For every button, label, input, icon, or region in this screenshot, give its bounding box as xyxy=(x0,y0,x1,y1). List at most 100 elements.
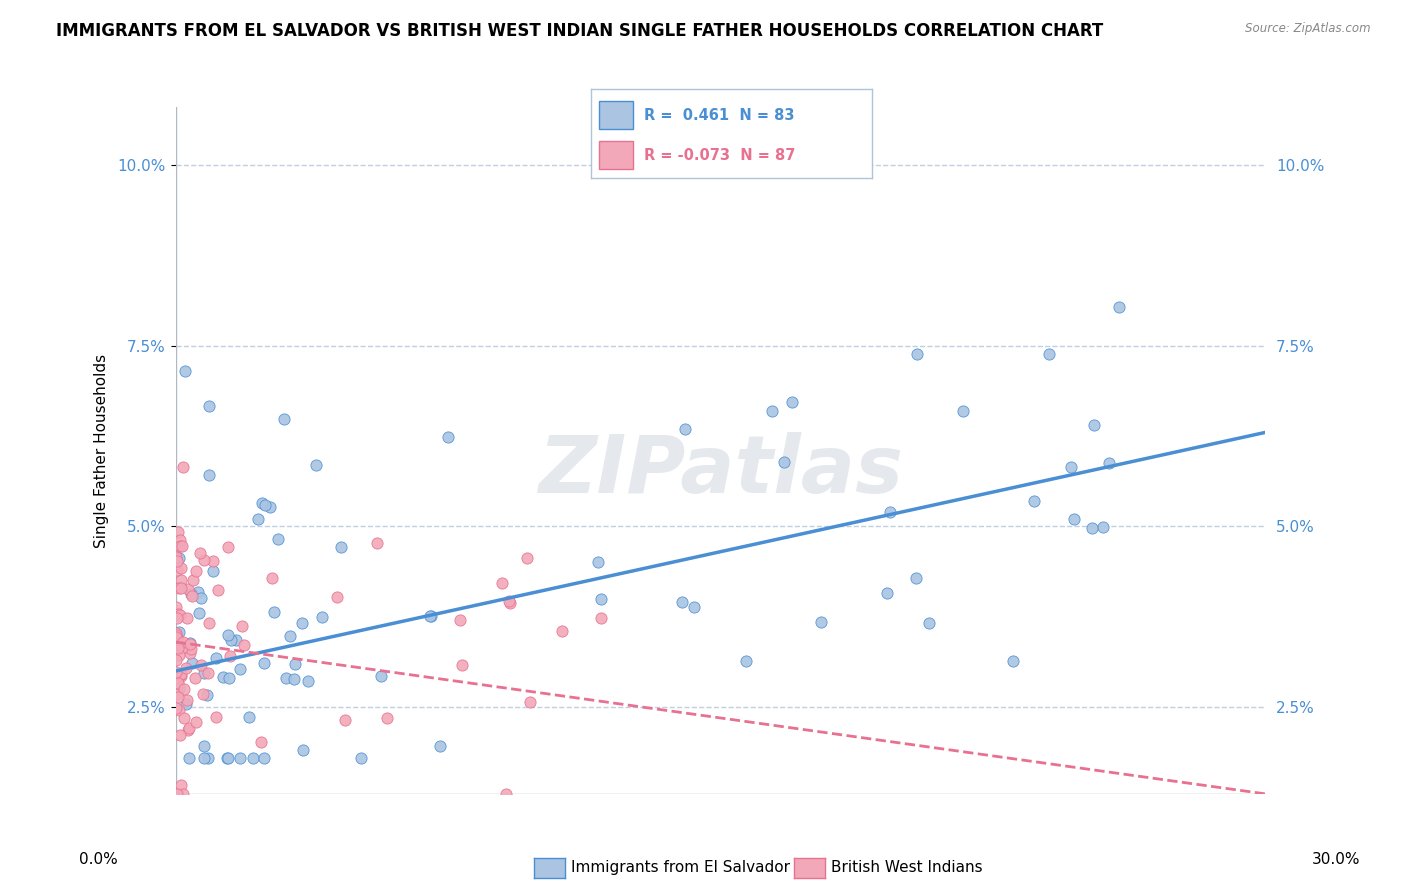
Point xyxy=(169,625,191,640)
Point xyxy=(219,632,242,647)
Point xyxy=(166,787,188,801)
Point xyxy=(166,690,188,704)
Point xyxy=(671,595,693,609)
Point xyxy=(242,750,264,764)
Point xyxy=(311,609,333,624)
Point xyxy=(180,587,202,601)
Text: ZIPatlas: ZIPatlas xyxy=(538,432,903,510)
Y-axis label: Single Father Households: Single Father Households xyxy=(94,353,108,548)
Point xyxy=(291,616,314,631)
Point xyxy=(167,524,190,539)
Point xyxy=(166,611,188,625)
Point xyxy=(350,750,373,764)
Point xyxy=(675,422,697,436)
Text: 30.0%: 30.0% xyxy=(1312,852,1360,867)
Point xyxy=(276,672,298,686)
Point xyxy=(170,640,193,655)
Point xyxy=(198,399,221,413)
Point xyxy=(165,625,187,640)
Point xyxy=(170,581,193,595)
Point xyxy=(551,624,574,639)
Point xyxy=(217,540,239,554)
Point xyxy=(181,657,204,671)
Point xyxy=(165,665,187,680)
Point xyxy=(167,582,190,596)
Point xyxy=(184,671,207,685)
Point xyxy=(195,688,218,702)
Text: R = -0.073  N = 87: R = -0.073 N = 87 xyxy=(644,148,796,162)
Point xyxy=(165,701,187,715)
Point xyxy=(218,672,240,686)
Point xyxy=(174,363,197,377)
Point xyxy=(166,563,188,577)
Point xyxy=(167,641,190,656)
Point xyxy=(591,592,613,607)
Point xyxy=(187,606,209,620)
Point xyxy=(735,654,758,668)
Point xyxy=(169,608,191,623)
Point xyxy=(499,596,522,610)
Point xyxy=(284,657,307,672)
Text: Immigrants from El Salvador: Immigrants from El Salvador xyxy=(571,861,790,875)
Point xyxy=(904,571,927,585)
Point xyxy=(190,591,212,606)
Point xyxy=(219,649,242,664)
Point xyxy=(167,648,190,662)
Point xyxy=(191,687,214,701)
Point xyxy=(166,631,188,645)
Point xyxy=(1038,347,1060,361)
Point xyxy=(197,750,219,764)
Point xyxy=(176,611,198,625)
Point xyxy=(176,697,198,711)
Point xyxy=(1060,460,1083,475)
Point xyxy=(250,735,273,749)
Point xyxy=(193,750,215,764)
Point xyxy=(166,607,188,621)
Point xyxy=(167,703,190,717)
Point xyxy=(169,668,191,682)
Point xyxy=(419,609,441,624)
Text: Source: ZipAtlas.com: Source: ZipAtlas.com xyxy=(1246,22,1371,36)
Point xyxy=(170,778,193,792)
Point xyxy=(1081,521,1104,535)
Point xyxy=(420,609,443,624)
Point xyxy=(1024,494,1046,508)
Point xyxy=(201,554,224,568)
Point xyxy=(495,787,517,801)
Point xyxy=(184,715,207,730)
Point xyxy=(167,675,190,690)
Point xyxy=(201,564,224,578)
Point xyxy=(254,498,277,512)
Point xyxy=(1083,417,1105,432)
Point xyxy=(193,665,215,680)
Text: IMMIGRANTS FROM EL SALVADOR VS BRITISH WEST INDIAN SINGLE FATHER HOUSEHOLDS CORR: IMMIGRANTS FROM EL SALVADOR VS BRITISH W… xyxy=(56,22,1104,40)
Point xyxy=(229,750,252,764)
Point xyxy=(683,600,706,615)
Point xyxy=(165,628,187,642)
Point xyxy=(212,671,235,685)
Point xyxy=(491,575,513,590)
Point xyxy=(172,787,194,801)
Point xyxy=(761,404,783,418)
Point xyxy=(186,564,208,578)
Point xyxy=(333,714,356,728)
Point xyxy=(1063,512,1085,526)
Point xyxy=(173,681,195,696)
Point xyxy=(451,658,474,673)
Point xyxy=(1092,520,1115,534)
Point xyxy=(207,582,229,597)
Point xyxy=(225,633,247,648)
Point xyxy=(166,687,188,701)
Point xyxy=(169,681,191,695)
Text: R =  0.461  N = 83: R = 0.461 N = 83 xyxy=(644,108,794,122)
Point xyxy=(780,395,803,409)
Point xyxy=(176,693,198,707)
Point xyxy=(589,610,612,624)
Point xyxy=(231,619,253,633)
Point xyxy=(181,573,204,587)
Point xyxy=(879,505,901,519)
Point xyxy=(266,532,288,546)
Point xyxy=(190,658,212,673)
Point xyxy=(188,545,211,559)
Point xyxy=(169,533,191,547)
